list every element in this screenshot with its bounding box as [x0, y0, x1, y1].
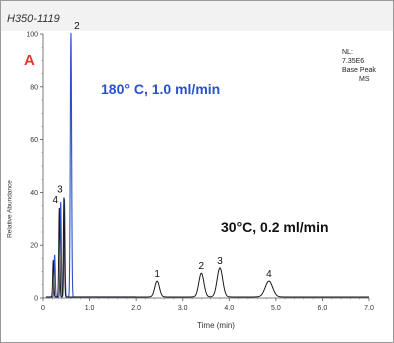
peak-label: 2 — [74, 21, 80, 32]
header-band — [1, 1, 393, 31]
x-tick-label: 5.0 — [271, 305, 281, 312]
peak-label: 2 — [199, 261, 205, 272]
y-tick-label: 100 — [26, 32, 38, 39]
normalization-info: NL: 7.35E6 Base Peak MS — [342, 48, 376, 84]
x-axis-label: Time (min) — [197, 321, 235, 330]
peak-label: 3 — [217, 256, 223, 267]
condition-fast-label: 180° C, 1.0 ml/min — [101, 81, 221, 97]
nl-value: 7.35E6 — [342, 58, 365, 65]
x-tick-label: 2.0 — [131, 305, 141, 312]
y-tick-label: 40 — [30, 190, 38, 197]
peak-type: Base Peak — [342, 67, 376, 74]
peak-label: 3 — [57, 185, 63, 196]
peak-label: 1 — [154, 269, 160, 280]
detector: MS — [359, 76, 370, 83]
peak-label: 4 — [266, 269, 272, 280]
x-tick-label: 6.0 — [318, 305, 328, 312]
condition-slow-label: 30°C, 0.2 ml/min — [221, 219, 329, 235]
x-tick-label: 4.0 — [224, 305, 234, 312]
nl-label: NL: — [342, 49, 353, 56]
y-tick-label: 0 — [34, 296, 38, 303]
panel-letter: A — [24, 52, 35, 69]
x-tick-label: 7.0 — [364, 305, 374, 312]
y-tick-label: 80 — [30, 84, 38, 91]
series-trace — [45, 197, 369, 298]
y-tick-label: 20 — [30, 243, 38, 250]
peak-label: 4 — [53, 195, 59, 206]
x-tick-label: 0 — [41, 305, 45, 312]
figure-id: H350-1119 — [7, 13, 60, 25]
x-tick-label: 1.0 — [85, 305, 95, 312]
y-tick-label: 60 — [30, 137, 38, 144]
x-tick-label: 3.0 — [178, 305, 188, 312]
